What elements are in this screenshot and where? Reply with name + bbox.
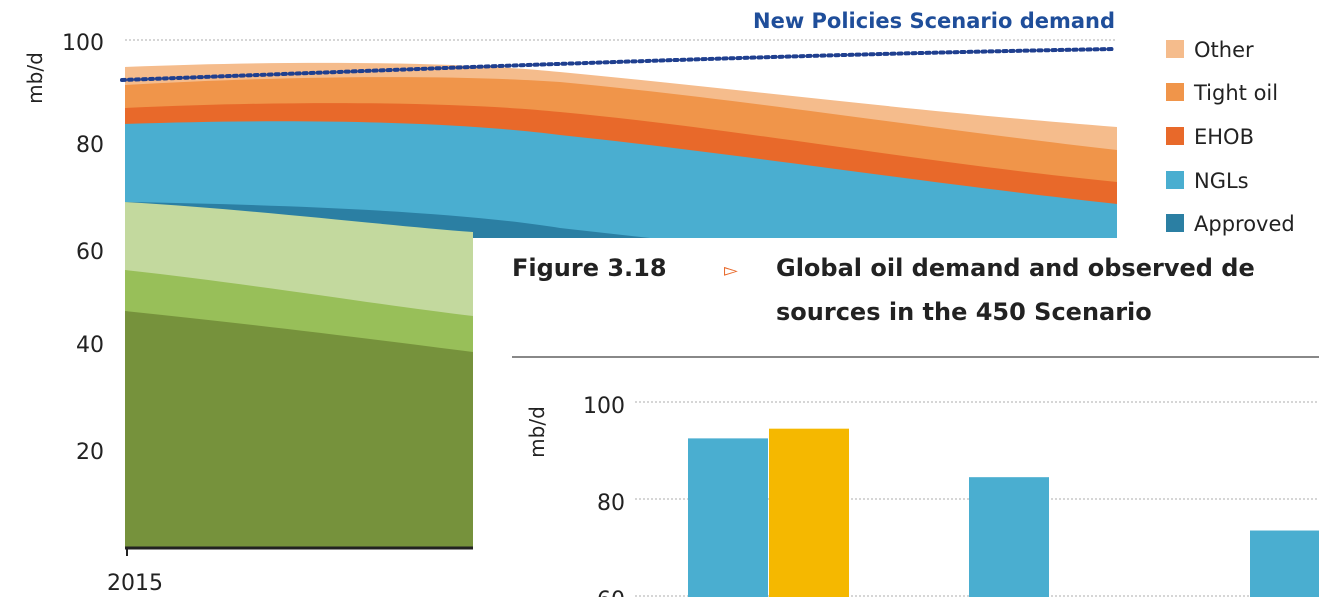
caption-number: Figure 3.18 [512,254,667,282]
legend-label-tight-oil: Tight oil [1193,81,1278,105]
back-y-tick-100: 100 [62,31,104,56]
legend-label-approved: Approved [1194,212,1295,236]
back-y-tick-60: 60 [76,240,104,265]
demand-line-label: New Policies Scenario demand [753,9,1115,33]
back-y-tick-20: 20 [76,440,104,465]
front-bar-2 [769,428,849,597]
legend-swatch-ngls [1166,171,1184,189]
area-dark-green [125,311,473,548]
caption-arrow-icon: ▻ [724,260,738,281]
back-y-tick-40: 40 [76,333,104,358]
demand-line [120,47,1117,82]
front-y-tick-60: 60 [597,588,625,597]
legend-label-ehob: EHOB [1194,125,1254,149]
front-panel-background [473,238,1319,597]
front-bar-1 [688,438,768,597]
legend-swatch-approved [1166,214,1184,232]
caption-title-line2: sources in the 450 Scenario [776,298,1152,326]
legend-swatch-tight-oil [1166,83,1184,101]
front-y-tick-100: 100 [583,394,625,419]
front-bar-4 [1250,530,1319,597]
back-x-tick-2015: 2015 [107,571,163,596]
back-y-tick-80: 80 [76,133,104,158]
front-bar-3 [969,477,1049,597]
caption-title-line1: Global oil demand and observed de [776,254,1255,282]
front-y-axis-label: mb/d [525,406,549,458]
back-y-axis-label: mb/d [23,52,47,104]
area-ngls [125,121,1117,238]
legend-label-ngls: NGLs [1194,169,1249,193]
front-y-tick-80: 80 [597,491,625,516]
legend-swatch-other [1166,40,1184,58]
legend-swatch-ehob [1166,127,1184,145]
back-legend: Other Tight oil EHOB NGLs Approved [1166,38,1295,236]
legend-label-other: Other [1194,38,1254,62]
front-bars [688,428,1319,597]
